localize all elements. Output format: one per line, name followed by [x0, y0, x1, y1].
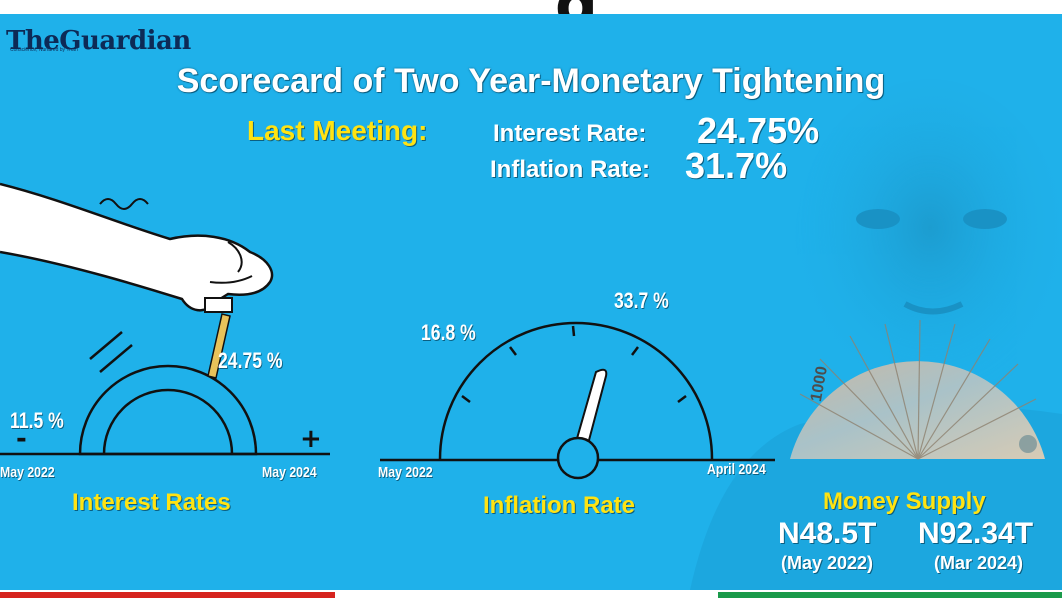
inflation-rate-value: 31.7% — [685, 145, 788, 186]
interest-start-date: May 2022 — [0, 464, 55, 481]
cropped-heading-fragment: g — [555, 0, 645, 14]
bottom-stripe-red — [0, 592, 335, 598]
banknotes-image — [790, 319, 1045, 460]
money-supply-mar-2024: N92.34T — [918, 517, 1034, 550]
interest-start-value: 11.5 % — [10, 408, 64, 433]
infographic-panel: TheGuardian Conscience, Nurtured by Trut… — [0, 14, 1062, 590]
inflation-rate-gauge — [380, 321, 775, 480]
money-supply-date-1: (May 2022) — [781, 553, 874, 573]
inflation-start-value: 16.8 % — [421, 320, 476, 345]
interest-rates-label: Interest Rates — [72, 489, 231, 516]
inflation-end-date: April 2024 — [707, 461, 766, 478]
interest-end-value: 24.75 % — [218, 348, 283, 373]
money-supply-date-2: (Mar 2024) — [934, 553, 1024, 573]
illustration-layer — [0, 79, 1062, 590]
inflation-rate-label: Inflation Rate: — [490, 156, 650, 183]
inflation-start-date: May 2022 — [378, 464, 433, 481]
interest-rate-value: 24.75% — [697, 110, 820, 151]
inflation-end-value: 33.7 % — [614, 288, 669, 313]
hand-icon — [0, 182, 274, 373]
logo-tagline: Conscience, Nurtured by Truth — [10, 47, 78, 53]
interest-rate-gauge — [0, 297, 330, 456]
inflation-rate-label-bottom: Inflation Rate — [483, 492, 636, 519]
page-title: Scorecard of Two Year-Monetary Tightenin… — [176, 62, 886, 100]
plus-sign: + — [300, 424, 322, 454]
minus-sign: - — [16, 424, 27, 454]
guardian-logo: TheGuardian — [6, 26, 191, 56]
money-supply-may-2022: N48.5T — [778, 517, 877, 550]
interest-end-date: May 2024 — [262, 464, 317, 481]
interest-rate-label: Interest Rate: — [493, 120, 647, 147]
money-supply-label: Money Supply — [823, 488, 986, 515]
last-meeting-label: Last Meeting: — [247, 115, 428, 146]
bottom-stripe-green — [718, 592, 1062, 598]
